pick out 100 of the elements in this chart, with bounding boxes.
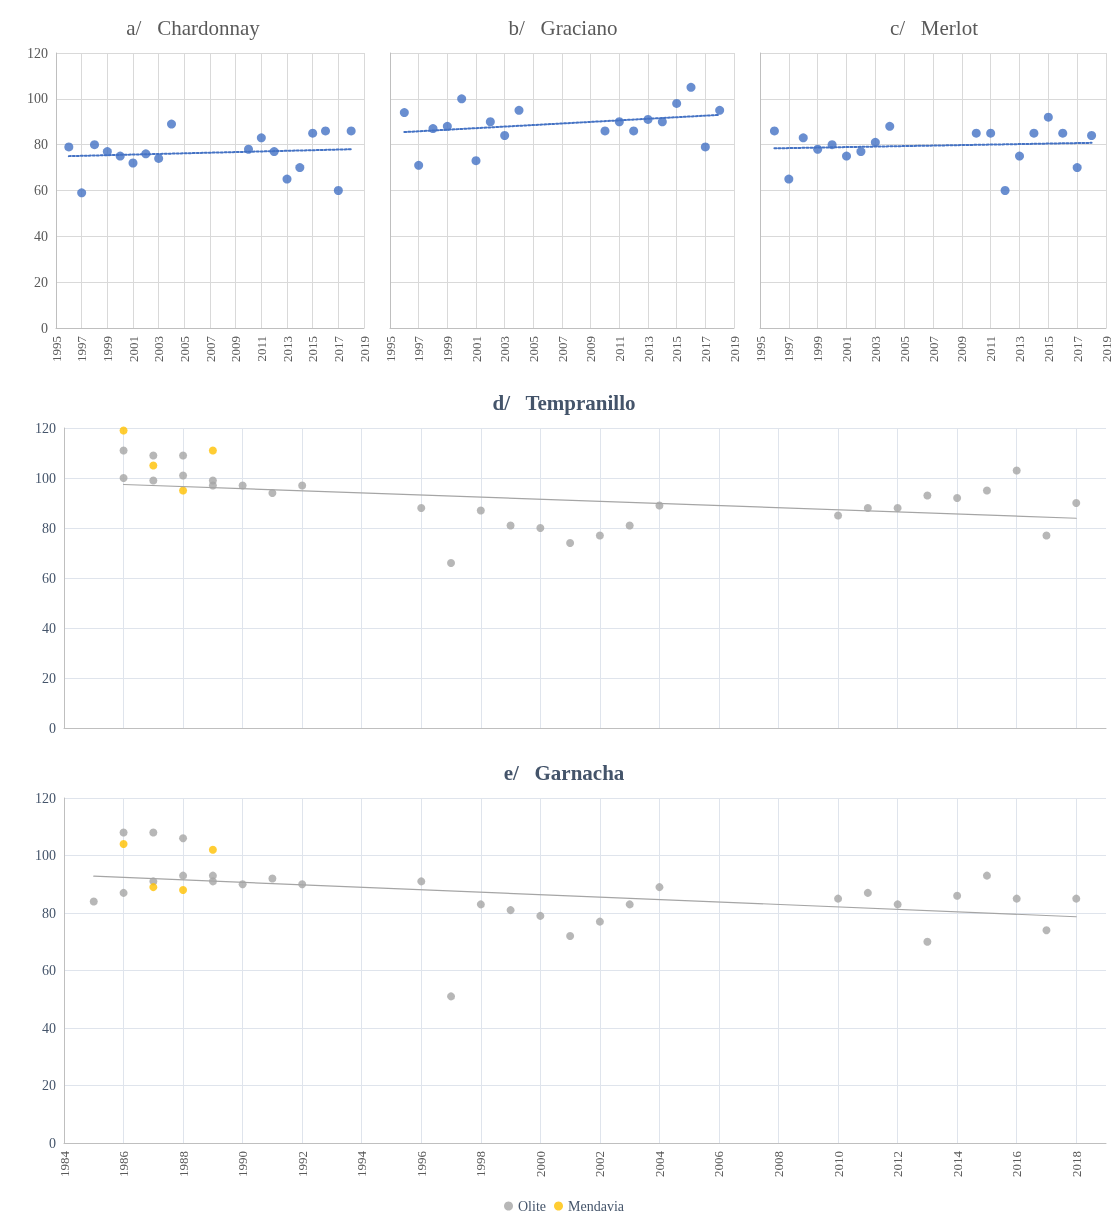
x-tick-label: 1995	[752, 336, 768, 362]
point	[595, 531, 604, 540]
point	[953, 891, 962, 900]
point	[834, 894, 843, 903]
point	[64, 142, 74, 152]
point	[119, 840, 128, 848]
x-tick-label: 1990	[235, 1151, 251, 1177]
point	[298, 481, 307, 490]
point	[282, 174, 292, 184]
point	[971, 128, 981, 138]
point	[1072, 499, 1081, 507]
point	[893, 504, 902, 512]
x-tick-label: 1997	[74, 335, 90, 362]
chart-title: c/ Merlot	[889, 15, 979, 40]
point	[119, 474, 128, 482]
point	[870, 137, 880, 147]
point	[715, 105, 725, 115]
point	[566, 932, 575, 940]
x-tick-label: 2004	[651, 1150, 667, 1177]
y-tick-label: 80	[42, 905, 56, 921]
point	[321, 126, 330, 136]
chart-title: b/ Graciano	[508, 15, 618, 40]
x-tick-label: 2017	[330, 335, 346, 362]
point	[447, 992, 456, 1001]
point	[600, 126, 610, 136]
point	[179, 486, 188, 495]
point	[1072, 163, 1082, 173]
y-tick-label: 80	[34, 137, 48, 153]
point	[295, 163, 305, 173]
x-tick-label: 2011	[611, 336, 627, 362]
point	[485, 117, 495, 127]
point	[333, 186, 343, 195]
point	[179, 871, 188, 880]
y-tick-label: 40	[42, 1020, 56, 1036]
y-tick-label: 0	[41, 320, 48, 336]
point	[514, 105, 524, 115]
point	[1012, 894, 1021, 903]
x-tick-label: 2010	[830, 1151, 846, 1177]
point	[1042, 926, 1051, 935]
x-tick-label: 2001	[468, 336, 484, 362]
x-tick-label: 2001	[839, 336, 854, 362]
legend-label: Olite	[518, 1198, 547, 1214]
x-tick-label: 2007	[202, 335, 218, 362]
point	[457, 94, 467, 104]
point	[536, 911, 545, 920]
point	[268, 874, 277, 883]
point	[784, 174, 794, 184]
point	[179, 451, 188, 460]
x-tick-label: 2013	[1012, 336, 1027, 362]
x-tick-label: 1996	[413, 1150, 429, 1177]
point	[414, 160, 424, 170]
point	[476, 900, 485, 909]
x-tick-label: 1988	[175, 1151, 191, 1177]
y-tick-label: 20	[42, 1078, 56, 1093]
y-tick-label: 60	[42, 570, 56, 586]
x-tick-label: 2002	[592, 1151, 608, 1177]
x-tick-label: 1986	[116, 1150, 132, 1177]
x-tick-label: 1995	[48, 336, 64, 362]
x-tick-label: 2009	[228, 336, 244, 362]
x-tick-label: 2011	[983, 336, 999, 362]
point	[986, 128, 996, 138]
y-tick-label: 40	[34, 228, 48, 244]
point	[128, 158, 138, 168]
point	[208, 845, 217, 854]
point	[119, 888, 128, 897]
point	[346, 126, 356, 136]
point	[89, 897, 98, 906]
point	[982, 871, 991, 880]
x-tick-label: 2003	[497, 336, 513, 362]
y-tick-label: 0	[49, 720, 56, 736]
point	[506, 521, 515, 530]
point	[399, 108, 409, 118]
point	[672, 98, 682, 108]
point	[893, 900, 902, 909]
y-tick-label: 40	[42, 620, 56, 636]
point	[149, 828, 158, 837]
point	[471, 156, 481, 166]
x-tick-label: 1997	[411, 335, 427, 362]
point	[119, 828, 128, 837]
point	[179, 834, 188, 843]
point	[885, 121, 895, 131]
y-tick-label: 100	[27, 91, 48, 107]
x-tick-label: 2003	[867, 336, 883, 362]
point	[1012, 466, 1021, 475]
x-tick-label: 2018	[1068, 1151, 1084, 1177]
x-tick-label: 2001	[125, 336, 141, 362]
x-tick-label: 2017	[697, 335, 713, 362]
point	[149, 451, 158, 460]
y-tick-label: 120	[35, 790, 56, 806]
point	[90, 140, 99, 150]
point	[1058, 128, 1068, 138]
point	[447, 559, 456, 567]
point	[417, 504, 426, 512]
x-tick-label: 2003	[151, 336, 167, 362]
point	[179, 471, 188, 480]
point	[769, 126, 779, 136]
point	[686, 82, 696, 92]
point	[798, 133, 808, 143]
point	[500, 131, 510, 140]
y-tick-label: 60	[34, 183, 48, 198]
